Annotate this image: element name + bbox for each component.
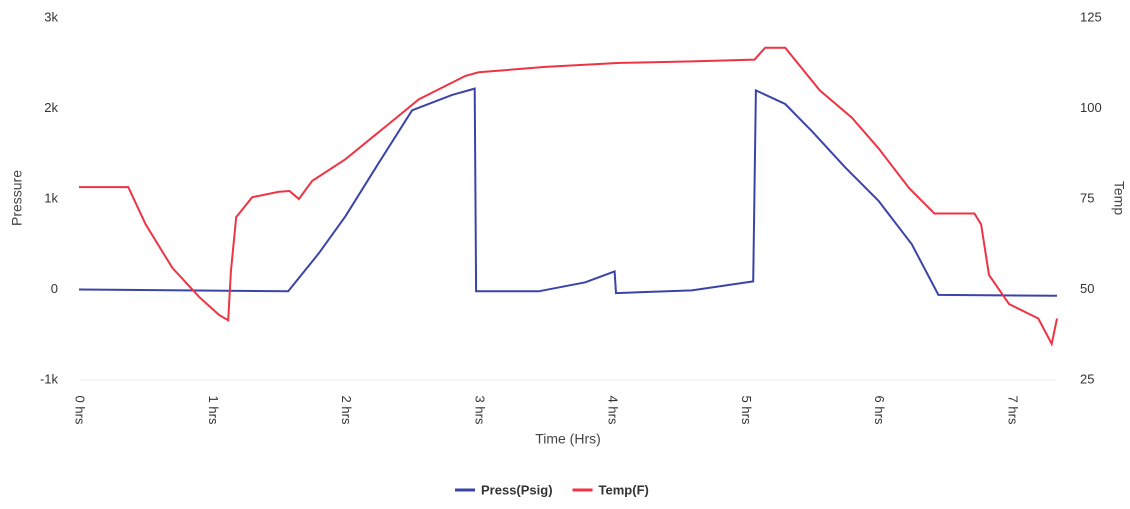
x-tick-label: 4 hrs [606,396,621,425]
legend-label: Temp(F) [599,482,649,497]
y-axis-title: Pressure [9,170,25,226]
x-tick-label: 1 hrs [206,396,221,425]
legend-label: Press(Psig) [481,482,553,497]
y2-tick-label: 75 [1080,190,1094,205]
x-tick-label: 0 hrs [73,396,88,425]
y2-tick-label: 100 [1080,100,1102,115]
y-tick-label: 3k [44,9,58,24]
y-tick-label: 2k [44,100,58,115]
x-tick-label: 6 hrs [872,396,887,425]
x-tick-label: 5 hrs [739,396,754,425]
series-line [79,46,1058,347]
y-tick-label: 1k [44,190,58,205]
y2-axis-title: Temp [1111,181,1127,215]
y-tick-label: -1k [40,371,59,386]
series-line [78,87,1058,297]
y2-tick-label: 50 [1080,281,1094,296]
y2-tick-label: 25 [1080,371,1094,386]
y2-tick-label: 125 [1080,9,1102,24]
x-tick-label: 3 hrs [472,396,487,425]
y-tick-label: 0 [51,281,58,296]
x-tick-label: 2 hrs [339,396,354,425]
x-tick-label: 7 hrs [1005,396,1020,425]
x-axis-title: Time (Hrs) [535,431,601,447]
